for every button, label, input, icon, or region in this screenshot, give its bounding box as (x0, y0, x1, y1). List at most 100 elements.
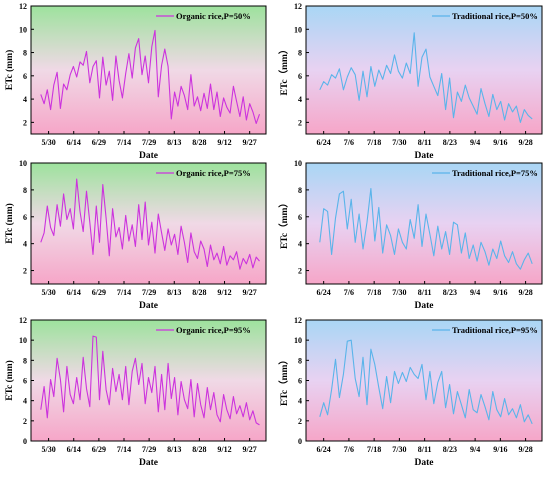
y-tick-label: 12 (294, 316, 302, 325)
y-tick-label: 2 (298, 118, 302, 127)
x-tick-label: 7/6 (344, 288, 354, 297)
y-tick-label: 10 (294, 159, 302, 168)
y-tick-label: 2 (298, 417, 302, 426)
x-tick-label: 7/18 (367, 138, 381, 147)
plot-background (31, 6, 266, 134)
y-tick-label: 8 (298, 186, 302, 195)
x-tick-label: 6/24 (317, 445, 331, 454)
chart-panel-6: 0 2 4 6 8 10 12 6/24 7/6 7/18 7/30 8/11 8/23 9/4 9/16 9… (278, 316, 543, 468)
y-tick-label: 10 (294, 25, 302, 34)
y-axis-label: ETc (mm) (4, 50, 15, 91)
x-tick-label: 7/6 (344, 138, 354, 147)
x-tick-label: 7/30 (392, 138, 406, 147)
y-tick-label: 6 (298, 72, 302, 81)
plot-frame (305, 162, 543, 285)
x-tick-label: 9/16 (493, 138, 507, 147)
chart-panel-1: 2 4 6 8 10 12 5/30 6/14 6/29 7/14 7/29 8/13 8/28 9/12… (4, 2, 267, 161)
series-line (319, 339, 533, 425)
x-tick-label: 6/29 (92, 138, 106, 147)
x-tick-label: 9/27 (243, 138, 257, 147)
x-tick-label: 8/13 (167, 445, 181, 454)
y-tick-label: 8 (298, 49, 302, 58)
legend-label: Organic rice,P=75% (176, 168, 251, 178)
y-tick-label: 12 (294, 2, 302, 11)
legend-label: Traditional rice,P=75% (452, 168, 538, 178)
y-tick-label: 10 (294, 336, 302, 345)
x-tick-label: 8/28 (192, 288, 206, 297)
x-tick-label: 7/29 (142, 445, 156, 454)
x-tick-label: 9/16 (493, 288, 507, 297)
y-tick-label: 6 (23, 213, 27, 222)
plot-background (31, 163, 266, 284)
y-tick-label: 6 (23, 72, 27, 81)
x-tick-label: 7/14 (117, 138, 131, 147)
x-tick-label: 8/28 (192, 138, 206, 147)
y-tick-label: 8 (23, 49, 27, 58)
y-tick-label: 0 (23, 437, 27, 446)
x-axis-label: Date (415, 301, 434, 311)
y-tick-label: 4 (23, 397, 27, 406)
x-tick-label: 5/30 (41, 138, 55, 147)
y-tick-label: 10 (19, 25, 27, 34)
y-tick-label: 10 (19, 159, 27, 168)
chart-panel-4: 2 4 6 8 10 6/24 7/6 7/18 7/30 8/11 8/23 9/4 9/16 9/28… (278, 159, 543, 311)
chart-panel-5: 0 2 4 6 8 10 12 5/30 6/14 6/29 7/14 7/29 8/13 8/28 9/1… (4, 316, 267, 468)
series-line (319, 187, 533, 270)
x-tick-label: 8/23 (443, 445, 457, 454)
x-tick-label: 7/18 (367, 288, 381, 297)
plot-frame (305, 5, 543, 135)
y-tick-label: 2 (23, 417, 27, 426)
y-tick-label: 12 (19, 316, 27, 325)
y-axis-label: ETc (mm) (4, 360, 15, 401)
x-tick-label: 8/11 (418, 288, 432, 297)
x-tick-label: 8/11 (418, 138, 432, 147)
y-axis-label: ETc (mm) (4, 203, 15, 244)
x-axis-label: Date (139, 458, 158, 468)
x-tick-label: 8/28 (192, 445, 206, 454)
x-tick-label: 6/14 (67, 288, 81, 297)
series-line (40, 335, 260, 426)
y-tick-label: 12 (19, 2, 27, 11)
y-tick-label: 6 (23, 377, 27, 386)
x-tick-label: 9/28 (518, 288, 532, 297)
chart-panel-2: 2 4 6 8 10 12 6/24 7/6 7/18 7/30 8/11 8/23 9/4 9/16 9/… (278, 2, 543, 161)
series-line (40, 29, 261, 125)
plot-background (306, 6, 542, 134)
y-tick-label: 10 (19, 336, 27, 345)
x-tick-label: 8/23 (443, 138, 457, 147)
series-line (40, 178, 260, 270)
legend-label: Organic rice,P=50% (176, 11, 251, 21)
x-tick-label: 9/4 (470, 138, 480, 147)
y-axis-label: ETc（mm） (278, 355, 290, 406)
x-tick-label: 9/28 (518, 445, 532, 454)
y-tick-label: 2 (23, 118, 27, 127)
x-axis-label: Date (415, 151, 434, 161)
x-tick-label: 6/29 (92, 445, 106, 454)
y-axis-label: ETc（mm） (278, 45, 290, 96)
x-axis-label: Date (139, 301, 158, 311)
y-tick-label: 4 (23, 240, 27, 249)
x-tick-label: 6/24 (317, 138, 331, 147)
x-axis-label: Date (415, 458, 434, 468)
x-tick-label: 7/14 (117, 445, 131, 454)
x-tick-label: 7/29 (142, 138, 156, 147)
x-tick-label: 9/27 (243, 288, 257, 297)
y-tick-label: 2 (298, 267, 302, 276)
x-tick-label: 8/13 (167, 288, 181, 297)
x-tick-label: 6/29 (92, 288, 106, 297)
y-tick-label: 0 (298, 437, 302, 446)
x-tick-label: 9/12 (217, 138, 231, 147)
plot-frame (30, 5, 267, 135)
x-tick-label: 7/6 (344, 445, 354, 454)
x-tick-label: 7/29 (142, 288, 156, 297)
legend-label: Organic rice,P=95% (176, 325, 251, 335)
y-tick-label: 6 (298, 377, 302, 386)
legend-label: Traditional rice,P=50% (452, 11, 538, 21)
x-tick-label: 7/18 (367, 445, 381, 454)
x-tick-label: 8/13 (167, 138, 181, 147)
chart-panel-3: 2 4 6 8 10 5/30 6/14 6/29 7/14 7/29 8/13 8/28 9/12 9/… (4, 159, 267, 311)
x-tick-label: 9/4 (470, 445, 480, 454)
y-tick-label: 6 (298, 213, 302, 222)
y-tick-label: 8 (23, 186, 27, 195)
